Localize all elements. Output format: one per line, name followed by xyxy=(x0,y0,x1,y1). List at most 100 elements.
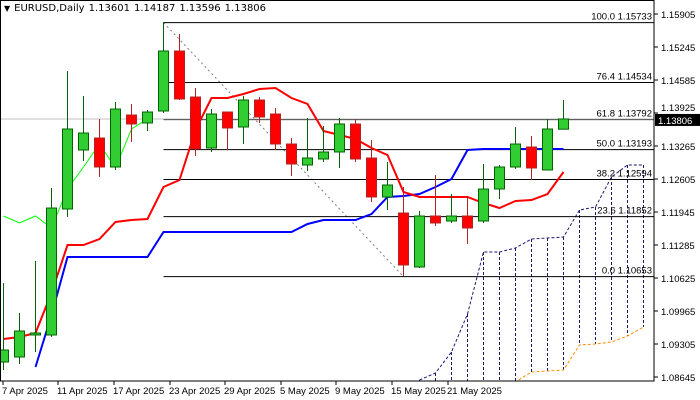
plot-border xyxy=(0,0,655,382)
candle xyxy=(302,118,313,171)
candle-body xyxy=(414,215,425,268)
candle xyxy=(526,136,537,180)
candle xyxy=(430,175,441,226)
candle-body xyxy=(78,132,89,151)
y-axis-tick-label: 1.13925 xyxy=(661,103,695,114)
candle-body xyxy=(478,188,489,222)
candle-body xyxy=(94,137,105,168)
candle xyxy=(462,197,473,244)
candle xyxy=(222,111,233,150)
candle xyxy=(478,164,489,223)
kijun-sen-line xyxy=(34,148,564,368)
y-axis-tick-label: 1.11285 xyxy=(661,241,695,252)
ohlc-low: 1.13596 xyxy=(179,3,221,14)
candle-body xyxy=(286,143,297,165)
candle xyxy=(46,188,57,337)
candle xyxy=(286,138,297,176)
candle-body xyxy=(270,113,281,145)
candle xyxy=(30,261,41,352)
candle-body xyxy=(126,114,137,125)
candle xyxy=(398,187,409,276)
candle xyxy=(510,127,521,169)
ohlc-open: 1.13601 xyxy=(88,3,130,14)
candle xyxy=(14,313,25,364)
candle xyxy=(382,162,393,210)
candle-body xyxy=(190,96,201,150)
candle-body xyxy=(542,128,553,171)
y-axis-tick-label: 1.11945 xyxy=(661,208,695,219)
candle xyxy=(446,194,457,223)
candle-body xyxy=(206,113,217,149)
fib-level-label: 100.0 1.15733 xyxy=(591,12,652,23)
candle-body xyxy=(174,50,185,100)
candle-body xyxy=(238,99,249,128)
fib-level-label: 0.0 1.10653 xyxy=(602,266,652,277)
current-price-tag xyxy=(655,113,700,126)
senkou-span-a-line xyxy=(419,164,644,381)
ohlc-high: 1.14187 xyxy=(133,3,176,14)
candle-body xyxy=(558,118,569,130)
candle xyxy=(174,34,185,100)
candle-body xyxy=(222,111,233,129)
candle-body xyxy=(142,111,153,124)
plot-area: 100.0 1.15733 76.4 1.14534 61.8 1.13792 50.… xyxy=(0,12,654,381)
y-axis-tick-label: 1.08645 xyxy=(661,373,695,384)
candle-body xyxy=(398,212,409,266)
x-axis-tick-label: 9 May 2025 xyxy=(335,386,385,397)
y-axis-tick-label: 1.14585 xyxy=(661,76,695,87)
candle xyxy=(238,96,249,144)
y-axis-tick-label: 1.10625 xyxy=(661,274,695,285)
candle-body xyxy=(526,146,537,169)
candle-body xyxy=(334,123,345,153)
candle xyxy=(254,97,265,123)
candle xyxy=(94,119,105,177)
y-axis-tick-label: 1.12605 xyxy=(661,175,695,186)
candle xyxy=(494,165,505,199)
y-axis-tick-label: 1.15905 xyxy=(661,10,695,21)
candle xyxy=(542,119,553,171)
candle-body xyxy=(318,151,329,160)
candle xyxy=(334,118,345,168)
dropdown-triangle-icon[interactable]: ▼ xyxy=(4,4,11,13)
y-axis-tick-label: 1.13265 xyxy=(661,142,695,153)
x-axis-tick-label: 5 May 2025 xyxy=(280,386,330,397)
x-axis-tick-label: 29 Apr 2025 xyxy=(224,386,275,397)
current-price-label: 1.13806 xyxy=(658,116,692,127)
candle xyxy=(158,22,169,113)
fib-level-label: 61.8 1.13792 xyxy=(597,109,652,120)
candle-body xyxy=(510,143,521,168)
candle-body xyxy=(46,207,57,336)
x-axis-tick-label: 21 May 2025 xyxy=(447,386,502,397)
fib-level-label: 50.0 1.13193 xyxy=(597,139,652,150)
candle xyxy=(0,283,9,370)
y-axis-tick-label: 1.09305 xyxy=(661,340,695,351)
chikou-span-line xyxy=(3,118,148,229)
candle-body xyxy=(494,166,505,190)
candle xyxy=(78,96,89,161)
candle-body xyxy=(382,184,393,198)
fib-trend-line xyxy=(163,22,404,277)
candle-body xyxy=(14,330,25,358)
fib-level-label: 23.6 1.11852 xyxy=(597,206,652,217)
candle xyxy=(366,140,377,202)
candle xyxy=(142,110,153,131)
candle-body xyxy=(430,215,441,224)
x-axis-tick-label: 7 Apr 2025 xyxy=(2,386,48,397)
candle xyxy=(190,88,201,156)
candle-body xyxy=(302,157,313,166)
candle-body xyxy=(110,108,121,168)
candle-body xyxy=(366,157,377,198)
candle xyxy=(126,104,137,142)
y-axis-tick-label: 1.09965 xyxy=(661,307,695,318)
candle xyxy=(62,71,73,217)
x-axis-tick-label: 17 Apr 2025 xyxy=(113,386,164,397)
candle-body xyxy=(254,99,265,118)
fib-level-label: 76.4 1.14534 xyxy=(597,72,652,83)
candle-body xyxy=(158,50,169,112)
x-axis-tick-label: 11 Apr 2025 xyxy=(57,386,108,397)
chart-header: ▼ EURUSD,Daily 1.13601 1.14187 1.13596 1.1380… xyxy=(4,3,270,14)
candle-body xyxy=(350,123,361,160)
candle-body xyxy=(446,215,457,222)
candle xyxy=(270,108,281,150)
